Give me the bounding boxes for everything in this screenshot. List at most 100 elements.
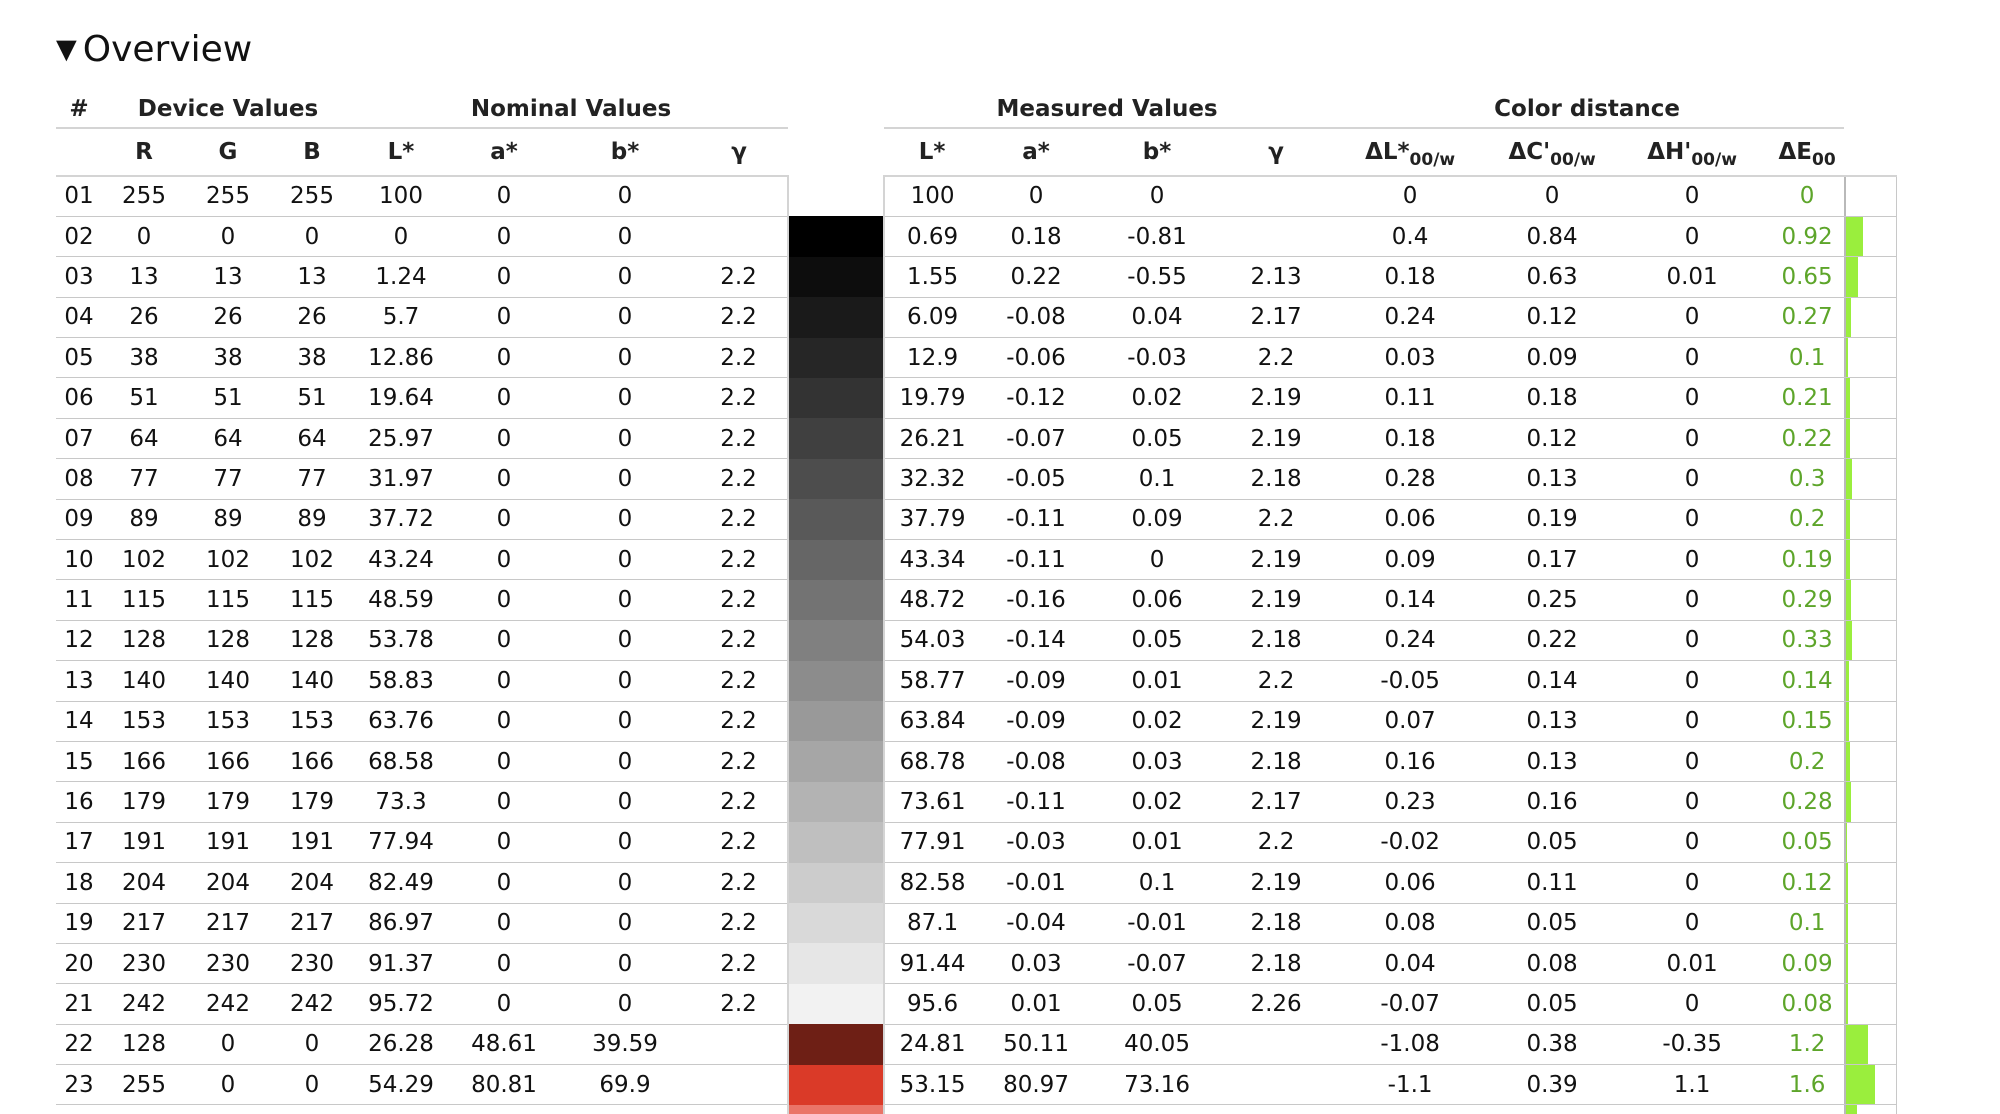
cell-measured-a: -0.11: [980, 499, 1093, 541]
cell-measured-l: 26.21: [884, 418, 981, 460]
col-delta-l: ΔL*00/w: [1330, 128, 1491, 177]
cell-delta-e: 1.6: [1770, 1064, 1845, 1106]
cell-delta-h: 0: [1614, 337, 1771, 379]
table-row: 15 166 166 166 68.58 0 0 2.2 68.78 -0.08 0.03 2.18 0…: [56, 741, 1897, 783]
cell-measured-l: 53.15: [884, 1064, 981, 1106]
cell-de-bar: [1844, 701, 1897, 742]
cell-de-bar: [1844, 620, 1897, 662]
cell-delta-h: 0: [1614, 701, 1771, 742]
cell-r: 242: [102, 983, 186, 1025]
cell-r: 77: [102, 458, 186, 500]
cell-nominal-l: 25.97: [354, 418, 448, 460]
cell-nominal-gamma: 2.2: [690, 297, 789, 339]
cell-nominal-b: 0: [560, 620, 690, 662]
delta-e-bar: [1844, 418, 1851, 458]
cell-b: 191: [270, 822, 354, 864]
cell-index: 20: [56, 943, 102, 985]
table-row: 09 89 89 89 37.72 0 0 2.2 37.79 -0.11 0.09 2.2 0.06 0…: [56, 499, 1897, 541]
cell-swatch: [787, 822, 886, 863]
cell-delta-h: 1.1: [1614, 1064, 1771, 1106]
section-title: Overview: [82, 28, 253, 70]
cell-swatch: [787, 903, 886, 944]
cell-nominal-gamma: 2.2: [690, 983, 789, 1025]
cell-delta-e: 0.65: [1770, 256, 1845, 298]
cell-g: 217: [186, 903, 270, 944]
col-delta-c-label: ΔC': [1508, 139, 1551, 165]
table-row: 03 13 13 13 1.24 0 0 2.2 1.55 0.22 -0.55 2.13 0.18 0.…: [56, 256, 1897, 298]
cell-nominal-l: 77.94: [354, 822, 448, 864]
cell-delta-e: 0: [1770, 176, 1845, 217]
col-delta-h-label: ΔH': [1647, 139, 1692, 165]
cell-nominal-b: 0: [560, 418, 690, 460]
cell-delta-e: 0.2: [1770, 499, 1845, 541]
cell-nominal-a: 0: [448, 377, 560, 419]
cell-delta-c: 0.18: [1490, 377, 1615, 419]
cell-r: 115: [102, 579, 186, 621]
cell-nominal-gamma: 2.2: [690, 499, 789, 541]
cell-nominal-b: 0: [560, 741, 690, 783]
cell-swatch: [787, 297, 886, 338]
cell-measured-a: -0.09: [980, 701, 1093, 742]
cell-delta-c: 0.84: [1490, 216, 1615, 258]
col-bar: [1844, 128, 1897, 177]
cell-g: 0: [186, 1024, 270, 1066]
cell-nominal-b: 0: [560, 256, 690, 298]
cell-delta-l: 0.96: [1330, 1104, 1491, 1114]
cell-nominal-l: 63.76: [354, 701, 448, 742]
cell-de-bar: [1844, 1024, 1897, 1066]
col-nominal-b: b*: [560, 128, 690, 177]
cell-measured-b: 23.44: [1092, 1104, 1223, 1114]
cell-r: 0: [102, 216, 186, 258]
cell-delta-e: 0.1: [1770, 337, 1845, 379]
cell-delta-h: 0: [1614, 620, 1771, 662]
cell-measured-l: 48.72: [884, 579, 981, 621]
cell-delta-c: 0.05: [1490, 983, 1615, 1025]
cell-measured-l: 12.9: [884, 337, 981, 379]
cell-de-bar: [1844, 579, 1897, 621]
delta-e-bar: [1844, 297, 1851, 337]
cell-b: 51: [270, 377, 354, 419]
nominal-values-header: Nominal Values: [354, 90, 789, 129]
cell-measured-a: 80.97: [980, 1064, 1093, 1106]
cell-delta-h: 0: [1614, 862, 1771, 904]
cell-delta-l: 0.16: [1330, 741, 1491, 783]
cell-measured-gamma: 2.18: [1222, 943, 1331, 985]
cell-measured-a: -0.06: [980, 337, 1093, 379]
cell-swatch: [787, 660, 886, 702]
cell-measured-gamma: [1222, 1104, 1331, 1114]
cell-delta-l: 0.24: [1330, 620, 1491, 662]
cell-measured-l: 100: [884, 176, 981, 217]
cell-measured-a: 47.53: [980, 1104, 1093, 1114]
cell-nominal-a: 0: [448, 903, 560, 944]
cell-measured-gamma: 2.18: [1222, 620, 1331, 662]
cell-nominal-gamma: [690, 216, 789, 258]
table-row: 19 217 217 217 86.97 0 0 2.2 87.1 -0.04 -0.01 2.18 0…: [56, 903, 1897, 944]
col-delta-e: ΔE00: [1770, 128, 1845, 177]
cell-index: 13: [56, 660, 102, 702]
cell-delta-h: 0: [1614, 377, 1771, 419]
cell-measured-a: -0.09: [980, 660, 1093, 702]
col-index: [56, 128, 102, 177]
table-row: 20 230 230 230 91.37 0 0 2.2 91.44 0.03 -0.07 2.18 0…: [56, 943, 1897, 985]
cell-index: 05: [56, 337, 102, 379]
cell-g: 38: [186, 337, 270, 379]
cell-measured-gamma: 2.19: [1222, 862, 1331, 904]
cell-g: 242: [186, 983, 270, 1025]
table-row: 10 102 102 102 43.24 0 0 2.2 43.34 -0.11 0 2.19 0.09…: [56, 539, 1897, 581]
table-row: 01 255 255 255 100 0 0 100 0 0 0 0 0 0: [56, 176, 1897, 217]
cell-measured-l: 58.77: [884, 660, 981, 702]
cell-r: 153: [102, 701, 186, 742]
cell-nominal-gamma: 2.2: [690, 458, 789, 500]
cell-b: 255: [270, 176, 354, 217]
cell-index: 02: [56, 216, 102, 258]
cell-nominal-gamma: 2.2: [690, 822, 789, 864]
cell-index: 22: [56, 1024, 102, 1066]
cell-measured-l: 73.61: [884, 781, 981, 823]
cell-swatch: [787, 458, 886, 500]
cell-delta-h: 0: [1614, 418, 1771, 460]
cell-nominal-l: 58.83: [354, 660, 448, 702]
cell-swatch: [787, 579, 886, 621]
cell-r: 255: [102, 1104, 186, 1114]
cell-delta-h: 0: [1614, 176, 1771, 217]
overview-section-header[interactable]: ▼ Overview: [56, 24, 252, 74]
